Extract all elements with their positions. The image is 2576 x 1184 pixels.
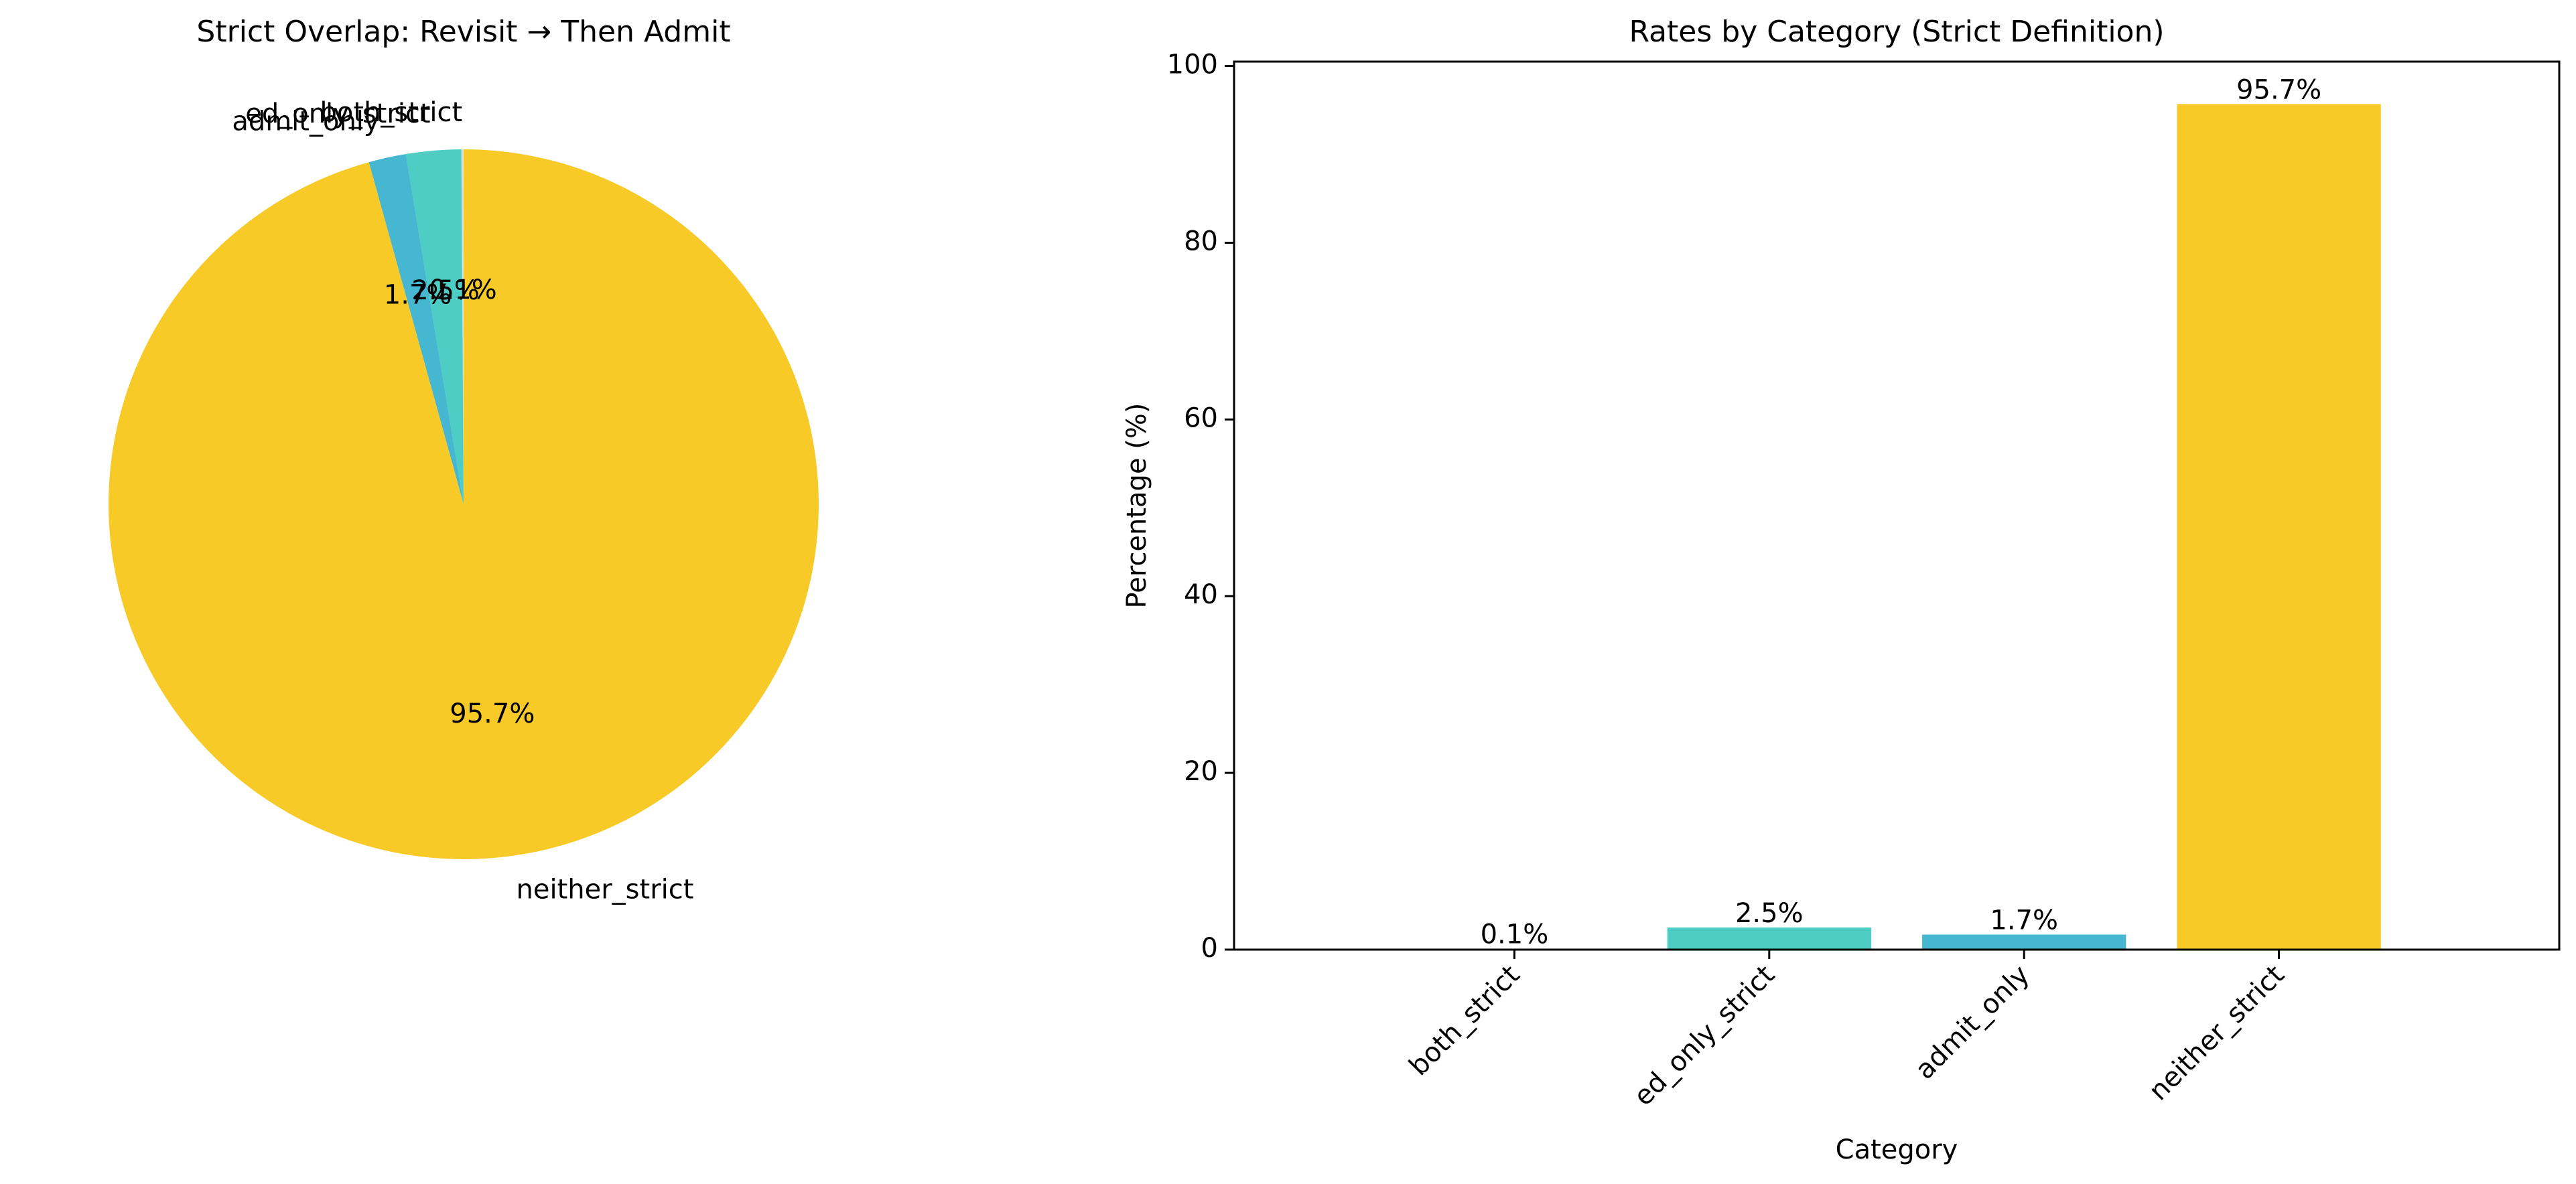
bar-axes-frame [1233, 60, 2561, 951]
bar-x-axis-label: Category [1836, 1134, 1958, 1165]
y-tick-label: 40 [1184, 579, 1218, 610]
pie-category-label: both_strict [320, 97, 463, 128]
bar-y-axis-label: Percentage (%) [1122, 403, 1152, 609]
pie-title: Strict Overlap: Revisit → Then Admit [196, 15, 730, 49]
pie-category-label: neither_strict [517, 875, 694, 905]
pie-category-label: ed_only_strict [245, 98, 430, 129]
y-tick-label: 60 [1184, 402, 1218, 433]
bar-value-label: 95.7% [2236, 74, 2321, 105]
bar-value-label: 0.1% [1481, 919, 1549, 950]
pie-slice-neither-strict [109, 149, 819, 859]
bar-value-label: 2.5% [1735, 898, 1804, 929]
pie-percent-label: 95.7% [450, 698, 535, 729]
bar-neither-strict [2177, 104, 2381, 950]
pie-percent-label: 0.1% [429, 275, 497, 305]
pie-chart: Strict Overlap: Revisit → Then Admit bot… [109, 15, 819, 905]
bar-value-labels: 0.1% 2.5% 1.7% 95.7% [1481, 74, 2322, 950]
pie-slices [109, 149, 819, 859]
y-tick-label: 0 [1201, 933, 1218, 964]
pie-category-label: admit_only [232, 106, 379, 137]
bar-value-label: 1.7% [1990, 905, 2058, 936]
pie-percent-label: 2.5% [411, 275, 480, 306]
y-tick-label: 20 [1184, 756, 1218, 787]
y-tick-label: 100 [1167, 50, 1218, 80]
bar-admit-only [1922, 934, 2126, 950]
bar-ed-only-strict [1667, 928, 1871, 950]
bar-title: Rates by Category (Strict Definition) [1629, 15, 2164, 49]
pie-percent-label: 1.7% [384, 279, 452, 310]
pie-slice-ed-only-strict [405, 149, 464, 504]
y-tick-label: 80 [1184, 226, 1218, 257]
pie-slice-admit-only [368, 154, 464, 504]
bar-bars [1412, 104, 2381, 950]
pie-slice-both-strict [461, 149, 464, 504]
bar-y-axis: 0 20 40 60 80 100 [1167, 50, 1234, 964]
pie-labels: both_strict 0.1% ed_only_strict 2.5% admit_o… [232, 97, 693, 905]
